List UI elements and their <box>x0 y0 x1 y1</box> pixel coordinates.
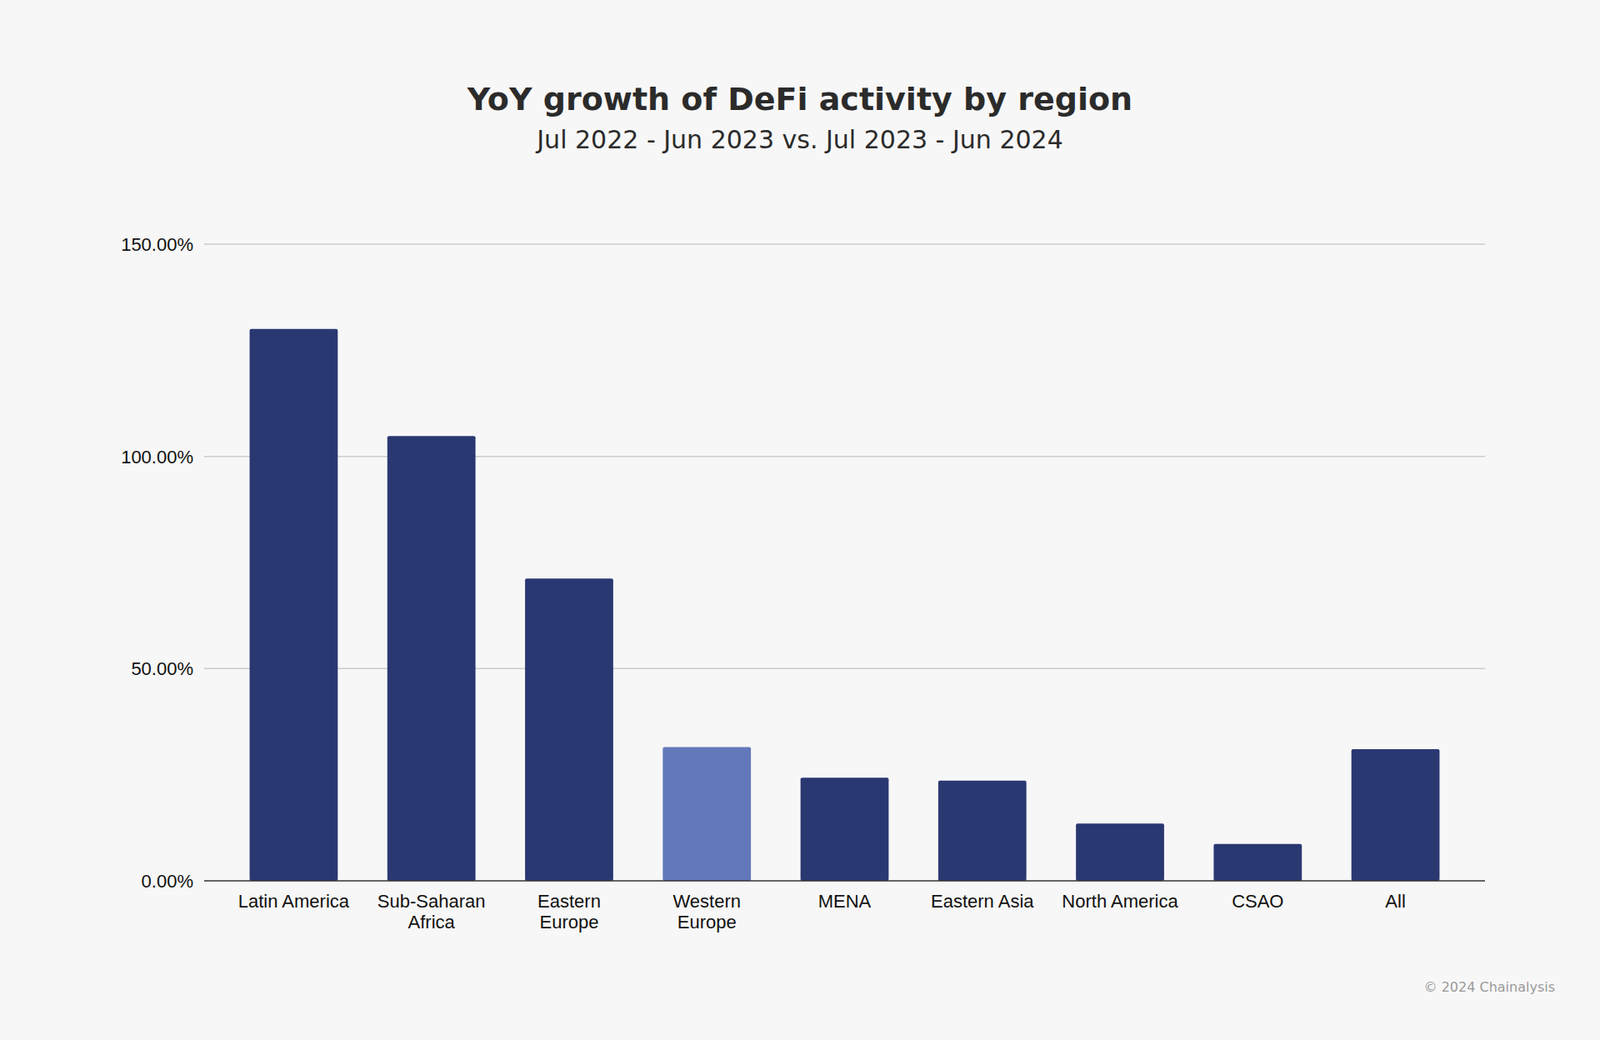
x-tick-label: Eastern Asia <box>930 890 1035 912</box>
x-tick-label-line: Europe <box>539 911 599 933</box>
x-tick-label-line: North America <box>1061 890 1179 912</box>
bar <box>662 747 751 881</box>
x-tick-label-line: MENA <box>818 890 872 912</box>
title: YoY growth of DeFi activity by region <box>466 80 1133 118</box>
x-tick-label: CSAO <box>1231 890 1284 912</box>
y-tick-label: 0.00% <box>141 870 194 892</box>
bar <box>800 777 890 881</box>
subtitle: Jul 2022 - Jun 2023 vs. Jul 2023 - Jun 2… <box>535 125 1063 155</box>
grid-line <box>204 243 1485 245</box>
background <box>0 0 1600 1040</box>
x-tick-label: All <box>1385 890 1405 912</box>
bar <box>938 780 1027 881</box>
x-tick-label-line: Europe <box>677 911 737 933</box>
x-tick-label: Latin America <box>238 890 350 912</box>
bar <box>387 435 476 881</box>
x-tick-label-line: Africa <box>408 911 456 933</box>
x-tick-label: Sub-SaharanAfrica <box>377 890 486 933</box>
x-tick-label: WesternEurope <box>672 890 741 933</box>
x-tick-label-line: Eastern Asia <box>930 890 1035 912</box>
y-tick-label: 100.00% <box>120 446 194 468</box>
chart: YoY growth of DeFi activity by region Jul… <box>0 0 1600 1040</box>
y-tick-label: 150.00% <box>120 234 194 255</box>
x-tick-label-line: Latin America <box>238 890 350 912</box>
bars <box>250 329 1440 881</box>
source: © 2024 Chainalysis <box>1424 979 1555 995</box>
x-tick-label-line: Eastern <box>537 890 601 912</box>
bar <box>1075 823 1165 881</box>
x-tick-label-line: All <box>1385 890 1405 912</box>
x-tick-label: North America <box>1061 890 1179 912</box>
x-tick-label-line: Western <box>672 890 741 912</box>
bar <box>250 329 339 881</box>
x-tick-label: EasternEurope <box>537 890 601 933</box>
x-axis-line <box>204 880 1485 882</box>
x-tick-label: MENA <box>818 890 872 912</box>
bar <box>525 578 614 881</box>
bar <box>1351 749 1440 881</box>
x-tick-label-line: CSAO <box>1231 890 1284 912</box>
bar <box>1213 844 1302 881</box>
chart-root: YoY growth of DeFi activity by region Jul… <box>0 0 1600 1040</box>
x-tick-label-line: Sub-Saharan <box>377 890 486 912</box>
y-tick-label: 50.00% <box>130 658 194 680</box>
